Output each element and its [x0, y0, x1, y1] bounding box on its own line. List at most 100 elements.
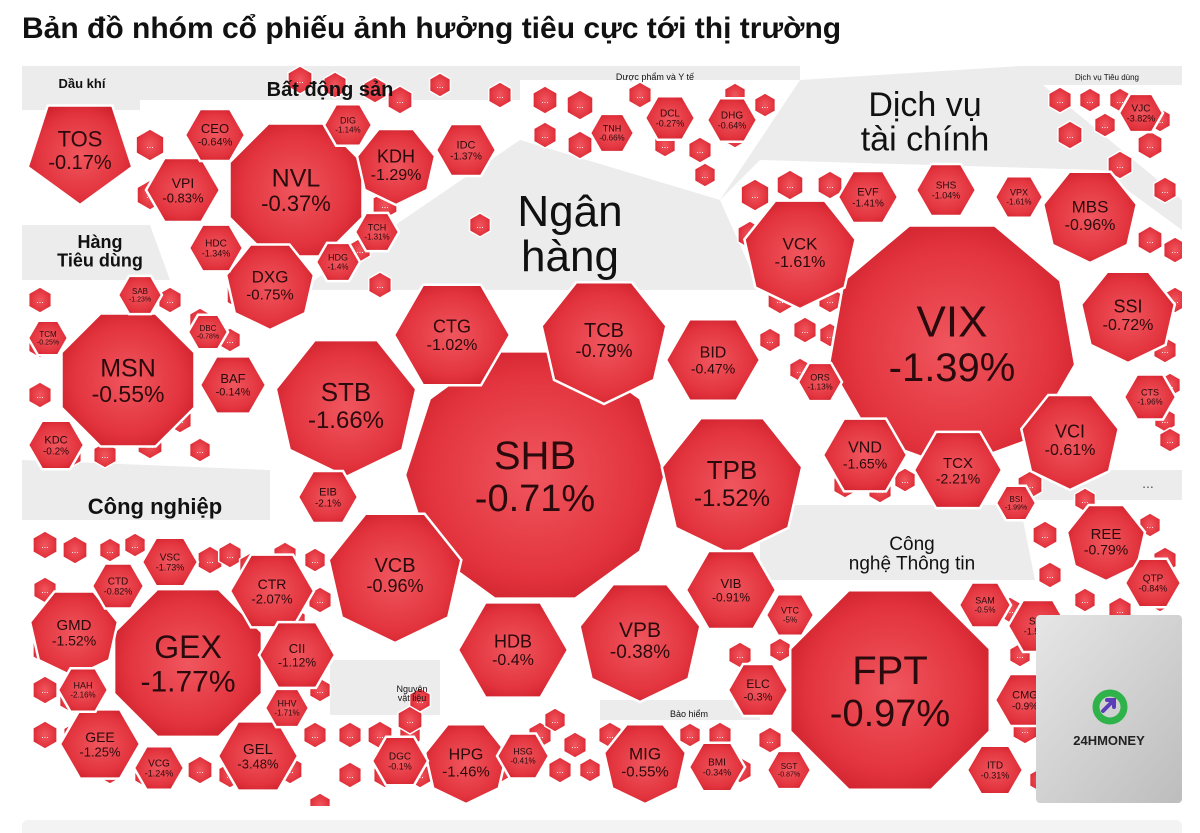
stock-cell-shape[interactable] — [314, 241, 362, 283]
stock-cell-shape[interactable] — [726, 662, 790, 718]
filler-cell[interactable] — [817, 170, 843, 200]
stock-cell-shape[interactable] — [965, 744, 1025, 796]
stock-cell-dgc[interactable]: DGC-0.1% — [370, 735, 430, 787]
stock-cell-vjc[interactable]: VJC-3.82% — [1117, 92, 1165, 134]
stock-cell-shape[interactable] — [912, 430, 1004, 510]
stock-cell-tcm[interactable]: TCM-0.25% — [26, 319, 70, 357]
stock-cell-dig[interactable]: DIG-1.14% — [322, 102, 374, 148]
stock-cell-vci[interactable]: VCI-0.61% — [1019, 393, 1121, 492]
stock-cell-shape[interactable] — [274, 338, 418, 479]
stock-cell-shape[interactable] — [836, 169, 900, 225]
stock-cell-shape[interactable] — [140, 536, 200, 588]
stock-cell-eib[interactable]: EIB-2.1% — [296, 469, 360, 525]
stock-cell-cii[interactable]: CII-1.12% — [257, 620, 337, 690]
stock-cell-shape[interactable] — [116, 274, 164, 316]
stock-cell-shape[interactable] — [26, 319, 70, 357]
filler-cell[interactable] — [693, 162, 717, 188]
filler-cell[interactable] — [532, 121, 558, 149]
stock-cell-shape[interactable] — [495, 732, 551, 780]
stock-cell-kdh[interactable]: KDH-1.29% — [355, 127, 437, 207]
stock-cell-vnd[interactable]: VND-1.65% — [821, 417, 909, 493]
stock-cell-bsi[interactable]: BSI-1.99% — [994, 484, 1038, 522]
stock-cell-tos[interactable]: TOS-0.17% — [26, 104, 134, 207]
stock-cell-dbc[interactable]: DBC-0.78% — [186, 313, 230, 351]
filler-cell[interactable] — [543, 707, 567, 733]
filler-cell[interactable] — [408, 687, 432, 713]
stock-cell-shape[interactable] — [788, 588, 992, 792]
stock-cell-shape[interactable] — [1123, 557, 1182, 609]
stock-cell-fpt[interactable]: FPT-0.97% — [788, 588, 992, 792]
stock-cell-shape[interactable] — [1019, 393, 1121, 492]
stock-cell-shape[interactable] — [705, 97, 759, 143]
stock-cell-vib[interactable]: VIB-0.91% — [684, 549, 778, 631]
stock-cell-vcb[interactable]: VCB-0.96% — [327, 512, 463, 645]
stock-cell-shape[interactable] — [1079, 270, 1177, 365]
stock-cell-tch[interactable]: TCH-1.31% — [353, 211, 401, 253]
stock-cell-shape[interactable] — [957, 581, 1013, 629]
stock-cell-shape[interactable] — [602, 722, 688, 806]
stock-cell-shape[interactable] — [765, 749, 813, 791]
stock-cell-sgt[interactable]: SGT-0.87% — [765, 749, 813, 791]
stock-cell-sam[interactable]: SAM-0.5% — [957, 581, 1013, 629]
filler-cell[interactable] — [1137, 130, 1163, 160]
stock-cell-msn[interactable]: MSN-0.55% — [60, 312, 196, 448]
stock-cell-shape[interactable] — [914, 162, 978, 218]
stock-cell-tpb[interactable]: TPB-1.52% — [660, 416, 804, 557]
stock-cell-shape[interactable] — [827, 224, 1077, 470]
filler-cell[interactable] — [753, 92, 777, 118]
stock-cell-hdg[interactable]: HDG-1.4% — [314, 241, 362, 283]
filler-cell[interactable] — [62, 535, 88, 565]
filler-cell[interactable] — [532, 85, 558, 115]
stock-cell-ctr[interactable]: CTR-2.07% — [228, 553, 316, 629]
filler-cell[interactable] — [188, 437, 212, 463]
filler-cell[interactable] — [1032, 520, 1058, 550]
stock-cell-cts[interactable]: CTS-1.96% — [1122, 373, 1178, 421]
stock-cell-shape[interactable] — [60, 312, 196, 448]
stock-cell-shape[interactable] — [28, 590, 120, 679]
stock-cell-hsg[interactable]: HSG-0.41% — [495, 732, 551, 780]
stock-cell-shape[interactable] — [296, 469, 360, 525]
stock-cell-hpg[interactable]: HPG-1.46% — [423, 722, 509, 806]
filler-cell[interactable] — [302, 721, 328, 749]
stock-cell-shape[interactable] — [263, 687, 311, 729]
stock-cell-dxg[interactable]: DXG-0.75% — [224, 243, 316, 332]
stock-cell-qtp[interactable]: QTP-0.84% — [1123, 557, 1182, 609]
stock-cell-shape[interactable] — [370, 735, 430, 787]
stock-cell-shape[interactable] — [993, 174, 1045, 220]
stock-cell-shs[interactable]: SHS-1.04% — [914, 162, 978, 218]
stock-cell-gee[interactable]: GEE-1.25% — [58, 708, 142, 780]
stock-cell-hdb[interactable]: HDB-0.4% — [456, 601, 570, 699]
stock-cell-shape[interactable] — [821, 417, 909, 493]
filler-cell[interactable] — [337, 761, 363, 789]
stock-cell-shape[interactable] — [144, 156, 222, 224]
filler-cell[interactable] — [32, 720, 58, 750]
stock-cell-vsc[interactable]: VSC-1.73% — [140, 536, 200, 588]
stock-cell-shb[interactable]: SHB-0.71% — [403, 350, 667, 600]
filler-cell[interactable] — [32, 530, 58, 560]
stock-cell-shape[interactable] — [355, 127, 437, 207]
stock-cell-shape[interactable] — [186, 313, 230, 351]
filler-cell[interactable] — [687, 136, 713, 164]
stock-cell-ceo[interactable]: CEO-0.64% — [183, 107, 247, 163]
stock-cell-shape[interactable] — [90, 562, 146, 610]
stock-cell-hhv[interactable]: HHV-1.71% — [263, 687, 311, 729]
stock-cell-ree[interactable]: REE-0.79% — [1065, 503, 1147, 583]
stock-cell-shape[interactable] — [684, 549, 778, 631]
stock-cell-itd[interactable]: ITD-0.31% — [965, 744, 1025, 796]
stock-cell-shape[interactable] — [353, 211, 401, 253]
stock-cell-shape[interactable] — [224, 243, 316, 332]
filler-cell[interactable] — [322, 71, 348, 99]
stock-cell-shape[interactable] — [327, 512, 463, 645]
stock-cell-shape[interactable] — [228, 553, 316, 629]
filler-cell[interactable] — [1057, 120, 1083, 150]
stock-cell-vix[interactable]: VIX-1.39% — [827, 224, 1077, 470]
filler-cell[interactable] — [92, 441, 118, 469]
stock-cell-vtc[interactable]: VTC-5% — [764, 592, 816, 638]
filler-cell[interactable] — [547, 756, 573, 784]
stock-cell-vpx[interactable]: VPX-1.61% — [993, 174, 1045, 220]
stock-cell-shape[interactable] — [198, 355, 268, 415]
stock-cell-shape[interactable] — [392, 283, 512, 387]
filler-cell[interactable] — [678, 722, 702, 748]
stock-cell-shape[interactable] — [1065, 503, 1147, 583]
stock-cell-baf[interactable]: BAF-0.14% — [198, 355, 268, 415]
